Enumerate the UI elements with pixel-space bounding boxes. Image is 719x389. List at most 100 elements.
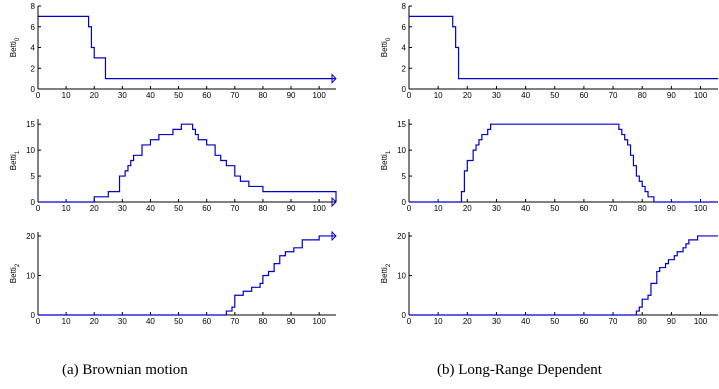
x-tick-label: 20 xyxy=(463,91,472,100)
x-tick-label: 20 xyxy=(90,204,99,213)
step-series xyxy=(38,235,336,316)
y-tick-label: 20 xyxy=(26,232,35,241)
x-tick-label: 40 xyxy=(521,204,530,213)
x-tick-label: 90 xyxy=(667,317,676,326)
subplot-a1: 0 10 20 30 40 50 60 70 80 90 100 0 5 10 15 Betti1 xyxy=(9,119,337,213)
x-tick-label: 10 xyxy=(62,317,71,326)
x-tick-label: 20 xyxy=(463,204,472,213)
x-tick-label: 50 xyxy=(174,91,183,100)
y-tick-label: 0 xyxy=(31,311,36,320)
y-axis-label: Betti2 xyxy=(9,263,21,283)
x-tick-label: 60 xyxy=(579,91,588,100)
x-tick-label: 20 xyxy=(463,317,472,326)
y-tick-label: 4 xyxy=(402,44,407,53)
x-tick-label: 80 xyxy=(258,317,267,326)
x-tick-label: 0 xyxy=(36,317,41,326)
x-tick-label: 100 xyxy=(694,317,708,326)
caption-b: (b) Long-Range Dependent xyxy=(437,362,602,378)
y-axis-label: Betti1 xyxy=(9,150,21,170)
x-tick-label: 20 xyxy=(90,317,99,326)
x-tick-label: 10 xyxy=(434,204,443,213)
x-tick-label: 90 xyxy=(287,204,296,213)
x-tick-label: 100 xyxy=(312,317,326,326)
x-tick-label: 40 xyxy=(521,91,530,100)
y-tick-label: 6 xyxy=(402,23,407,32)
x-tick-label: 50 xyxy=(174,204,183,213)
series-end-arrow xyxy=(331,196,337,208)
y-tick-label: 0 xyxy=(31,85,36,94)
x-tick-label: 80 xyxy=(258,91,267,100)
x-tick-label: 50 xyxy=(550,317,559,326)
y-tick-label: 5 xyxy=(402,172,407,181)
y-tick-label: 0 xyxy=(31,198,36,207)
y-tick-label: 8 xyxy=(402,2,407,11)
caption-a: (a) Brownian motion xyxy=(62,362,188,378)
x-tick-label: 40 xyxy=(146,204,155,213)
step-series xyxy=(38,123,337,203)
y-tick-label: 10 xyxy=(26,271,35,280)
y-tick-label: 20 xyxy=(397,232,406,241)
x-tick-label: 50 xyxy=(174,317,183,326)
x-tick-label: 60 xyxy=(579,204,588,213)
y-tick-label: 0 xyxy=(402,311,407,320)
x-tick-label: 50 xyxy=(550,91,559,100)
subplot-b1: 0 10 20 30 40 50 60 70 80 90 100 0 5 10 15 Betti1 xyxy=(380,119,718,213)
subplot-a2: 0 10 20 30 40 50 60 70 80 90 100 0 10 20 Betti2 xyxy=(9,230,337,326)
x-tick-label: 90 xyxy=(667,91,676,100)
x-tick-label: 60 xyxy=(579,317,588,326)
x-tick-label: 70 xyxy=(609,204,618,213)
y-axis-label: Betti0 xyxy=(9,37,21,57)
step-series xyxy=(409,235,718,316)
x-tick-label: 70 xyxy=(609,317,618,326)
x-tick-label: 30 xyxy=(118,91,127,100)
y-tick-label: 5 xyxy=(31,172,36,181)
y-axis-label: Betti1 xyxy=(380,150,392,170)
x-tick-label: 30 xyxy=(492,91,501,100)
x-tick-label: 30 xyxy=(492,317,501,326)
x-tick-label: 80 xyxy=(638,91,647,100)
y-tick-label: 6 xyxy=(31,23,36,32)
x-tick-label: 70 xyxy=(609,91,618,100)
x-tick-label: 90 xyxy=(287,317,296,326)
subplot-b0: 0 10 20 30 40 50 60 70 80 90 100 0 2 4 6 8 Betti0 xyxy=(380,2,718,100)
y-tick-label: 2 xyxy=(31,64,36,73)
subplot-a0: 0 10 20 30 40 50 60 70 80 90 100 0 2 4 6 8 Betti0 xyxy=(9,2,337,100)
series-end-arrow xyxy=(331,230,337,242)
x-tick-label: 20 xyxy=(90,91,99,100)
y-tick-label: 8 xyxy=(31,2,36,11)
x-tick-label: 90 xyxy=(667,204,676,213)
x-tick-label: 40 xyxy=(146,317,155,326)
x-tick-label: 60 xyxy=(202,91,211,100)
y-tick-label: 0 xyxy=(402,85,407,94)
x-tick-label: 80 xyxy=(638,204,647,213)
x-tick-label: 90 xyxy=(287,91,296,100)
x-tick-label: 30 xyxy=(118,317,127,326)
x-tick-label: 60 xyxy=(202,204,211,213)
step-series xyxy=(38,15,336,80)
x-tick-label: 80 xyxy=(638,317,647,326)
y-tick-label: 15 xyxy=(26,120,35,129)
x-tick-label: 10 xyxy=(434,91,443,100)
y-tick-label: 0 xyxy=(402,198,407,207)
y-tick-label: 10 xyxy=(397,146,406,155)
x-tick-label: 0 xyxy=(407,317,412,326)
x-tick-label: 80 xyxy=(258,204,267,213)
y-tick-label: 10 xyxy=(397,271,406,280)
x-tick-label: 30 xyxy=(118,204,127,213)
y-tick-label: 2 xyxy=(402,64,407,73)
y-axis-label: Betti2 xyxy=(380,263,392,283)
x-tick-label: 100 xyxy=(694,91,708,100)
x-tick-label: 60 xyxy=(202,317,211,326)
x-tick-label: 50 xyxy=(550,204,559,213)
x-tick-label: 70 xyxy=(230,317,239,326)
subplot-b2: 0 10 20 30 40 50 60 70 80 90 100 0 10 20 Betti2 xyxy=(380,232,718,326)
x-tick-label: 70 xyxy=(230,91,239,100)
series-end-arrow xyxy=(331,73,337,84)
x-tick-label: 0 xyxy=(36,91,41,100)
y-axis-label: Betti0 xyxy=(380,37,392,57)
x-tick-label: 100 xyxy=(312,204,326,213)
x-tick-label: 40 xyxy=(521,317,530,326)
x-tick-label: 40 xyxy=(146,91,155,100)
x-tick-label: 0 xyxy=(36,204,41,213)
